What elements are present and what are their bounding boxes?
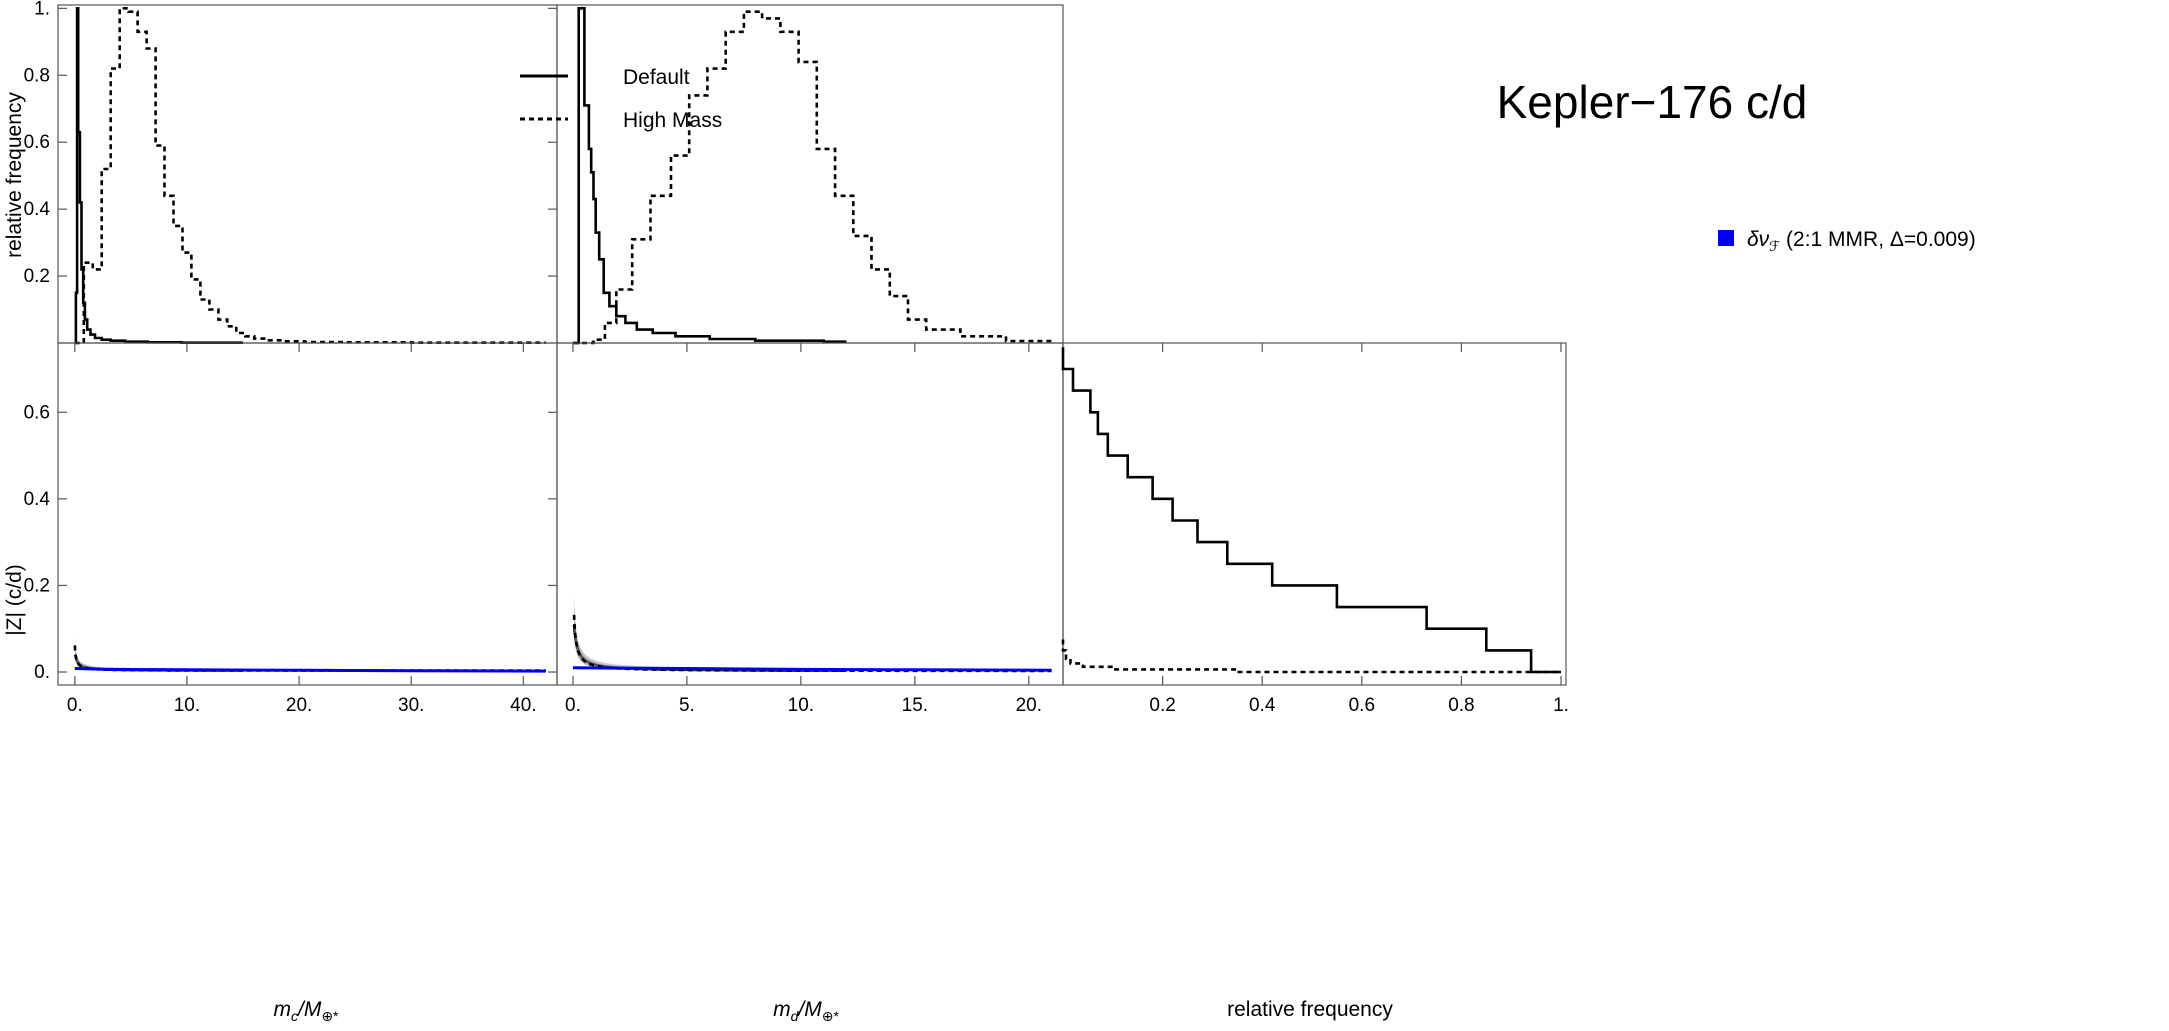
mc-histogram-y-tick-label: 1. [34,0,50,19]
z-vs-mc-panel: 0. 10. 20. 30. 40. 0. 0.2 0.4 0.6 [24,342,558,716]
z-histogram-x-tick-label: 0.2 [1149,695,1175,716]
md-histogram-series-solid-line [573,7,847,345]
z-histogram-x-tick-label: 0.8 [1448,695,1474,716]
x-axis-label-mc: mc/M⊕* [273,998,339,1024]
legend-high-mass-label: High Mass [623,109,722,132]
legend-default-label: Default [623,66,690,89]
z-vs-mc-x-tick-label: 10. [174,695,200,716]
z-vs-mc-y-tick-label: 0.2 [24,575,50,596]
mc-histogram-y-tick-label: 0.2 [24,266,50,287]
x-axis-label-md: md/M⊕* [773,998,839,1024]
mc-histogram-frame [57,4,558,344]
z-vs-md-series-solid-line [572,625,847,672]
z-vs-md-series-1-band [574,594,1052,672]
z-vs-mc-y-tick-label: 0.6 [24,402,50,423]
z-vs-md-series-blue-line [572,666,1052,672]
y-axis-label-z: |Z| (c/d) [3,564,26,636]
z-vs-md-x-tick-label: 15. [902,695,928,716]
z-histogram-series-solid-line [1061,347,1561,674]
z-histogram-frame [1062,342,1567,686]
mc-histogram-panel: 0.2 0.4 0.6 0.8 1. [24,0,558,345]
z-histogram-x-tick-label: 1. [1553,695,1569,716]
mc-histogram-y-tick-label: 0.4 [24,199,51,220]
z-vs-md-panel: 0. 5. 10. 15. 20. [556,342,1064,716]
mc-histogram-series-solid-line [74,7,243,345]
z-vs-mc-y-tick-label: 0.4 [24,489,51,510]
z-vs-mc-frame [57,342,558,686]
z-vs-mc-series-blue-line [74,667,546,673]
mc-histogram-y-tick-label: 0.8 [24,65,50,86]
md-histogram-series-dashed-line [573,10,1052,345]
mc-histogram-y-tick-label: 0.6 [24,132,50,153]
z-vs-md-x-tick-label: 10. [788,695,814,716]
y-axis-label-relative-frequency: relative frequency [3,92,26,258]
z-vs-md-frame [556,342,1064,686]
z-vs-md-series-dashed-line [572,614,1052,673]
md-histogram-panel [556,4,1064,345]
md-histogram-frame [556,4,1064,344]
legend-blue-label: δνℱ (2:1 MMR, Δ=0.009) [1747,228,1976,254]
z-vs-mc-x-tick-label: 40. [510,695,536,716]
z-histogram-x-tick-label: 0.4 [1249,695,1276,716]
z-vs-md-series-0-band [574,606,847,671]
z-vs-md-x-tick-label: 5. [679,695,695,716]
z-vs-mc-x-tick-label: 0. [67,695,83,716]
z-vs-mc-x-tick-label: 30. [398,695,424,716]
system-title: Kepler−176 c/d [1497,76,1808,128]
legend-blue-swatch [1718,230,1734,246]
z-histogram-x-tick-label: 0.6 [1349,695,1375,716]
mc-histogram-series-dashed-line [74,7,546,345]
z-histogram-series-dashed-line [1061,639,1561,674]
z-vs-mc-x-tick-label: 20. [286,695,312,716]
z-vs-md-x-tick-label: 20. [1016,695,1042,716]
z-vs-mc-y-tick-label: 0. [34,662,50,683]
z-histogram-panel: 0.2 0.4 0.6 0.8 1. [1061,342,1569,716]
z-vs-mc-series-dashed-line [73,645,546,672]
z-vs-mc-series-1-band [74,635,546,672]
z-vs-mc-series-0-band [75,647,244,671]
z-vs-md-x-tick-label: 0. [565,695,581,716]
x-axis-label-relative-frequency: relative frequency [1227,998,1393,1021]
